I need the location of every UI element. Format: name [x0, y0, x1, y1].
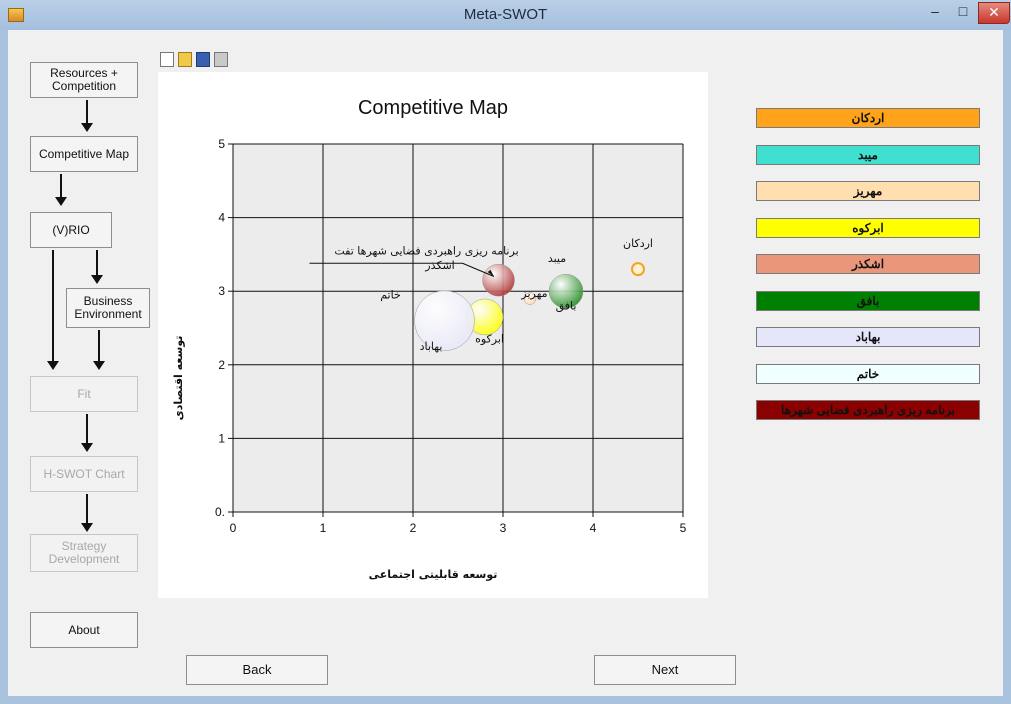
y-tick-label: 1 — [218, 431, 225, 445]
data-point[interactable] — [631, 262, 645, 277]
chart-panel: Competitive Map 0 1 2 3 4 5 0. 1 2 3 4 5 اردکان میبد م… — [158, 72, 708, 598]
y-tick-label: 0. — [215, 505, 225, 519]
window-frame-right — [1003, 30, 1011, 704]
legend-item[interactable]: میبد — [756, 144, 980, 165]
legend-item-label: اردکان — [851, 111, 885, 125]
flow-arrow — [81, 414, 93, 452]
callout-leader-line — [462, 262, 495, 277]
vrio-button[interactable]: (V)RIO — [30, 212, 112, 248]
flow-arrow — [81, 100, 93, 132]
data-point[interactable] — [482, 263, 515, 297]
y-tick-label: 2 — [218, 358, 225, 372]
legend-item-label: بهاباد — [855, 330, 881, 344]
resources-competition-button[interactable]: Resources + Competition — [30, 62, 138, 98]
data-point-label: خاتم — [380, 289, 401, 302]
toolbar — [160, 52, 228, 70]
open-folder-icon[interactable] — [178, 52, 192, 67]
data-point-label: بافق — [556, 300, 577, 314]
back-button[interactable]: Back — [186, 655, 328, 685]
legend-item[interactable]: ابرکوه — [756, 217, 980, 238]
maximize-button[interactable]: □ — [958, 3, 968, 19]
about-button[interactable]: About — [30, 612, 138, 648]
chart-title: Competitive Map — [358, 97, 508, 119]
data-point[interactable] — [548, 273, 584, 309]
x-tick-label: 2 — [410, 521, 417, 535]
flow-arrow — [47, 250, 59, 370]
y-tick-label: 3 — [218, 284, 225, 298]
business-environment-button[interactable]: Business Environment — [66, 288, 150, 328]
legend-item[interactable]: اشکذر — [756, 254, 980, 274]
legend-item-label: برنامه ریزی راهبردی فضایی شهرها — [780, 403, 956, 417]
data-point-label: مهریز — [520, 287, 547, 300]
print-icon[interactable] — [214, 52, 228, 67]
minimize-button[interactable]: – — [931, 3, 939, 19]
legend-item-label: بافق — [856, 293, 880, 308]
flow-arrow — [91, 250, 103, 284]
y-axis-label: توسعه اقتصادی — [172, 336, 185, 421]
x-tick-label: 4 — [590, 521, 597, 535]
x-tick-label: 5 — [680, 521, 687, 535]
legend-item[interactable]: بافق — [756, 290, 980, 311]
data-point-label: اشکذر — [424, 259, 454, 272]
legend-item-label: مهریز — [853, 184, 883, 198]
x-tick-label: 1 — [320, 521, 327, 535]
x-tick-label: 0 — [230, 521, 237, 535]
data-point-label: اردکان — [623, 237, 653, 250]
window-frame-left — [0, 30, 8, 704]
y-tick-label: 4 — [218, 211, 225, 225]
legend-item[interactable]: مهریز — [756, 181, 980, 201]
new-file-icon[interactable] — [160, 52, 174, 67]
data-point[interactable] — [414, 290, 475, 351]
callout-arrowhead — [487, 269, 494, 277]
legend-item[interactable]: اردکان — [756, 108, 980, 128]
next-button[interactable]: Next — [594, 655, 736, 685]
legend-item-label: اشکذر — [851, 257, 885, 271]
fit-button[interactable]: Fit — [30, 376, 138, 412]
legend-item[interactable]: برنامه ریزی راهبردی فضایی شهرها — [756, 400, 980, 420]
legend-item[interactable]: خاتم — [756, 363, 980, 384]
flow-arrow — [55, 174, 67, 206]
x-tick-label: 3 — [500, 521, 507, 535]
title-bar[interactable]: Meta-SWOT – □ ✕ — [0, 0, 1011, 30]
data-point[interactable] — [523, 292, 537, 305]
competitive-map-chart: Competitive Map 0 1 2 3 4 5 0. 1 2 3 4 5 اردکان میبد م… — [172, 97, 687, 581]
window-frame-bottom — [0, 696, 1011, 704]
app-icon[interactable] — [8, 8, 24, 22]
strategy-development-button[interactable]: Strategy Development — [30, 534, 138, 572]
flow-arrow — [93, 330, 105, 370]
legend-item-label: خاتم — [856, 366, 880, 381]
close-button[interactable]: ✕ — [978, 2, 1010, 24]
h-swot-chart-button[interactable]: H-SWOT Chart — [30, 456, 138, 492]
window-title: Meta-SWOT — [463, 6, 548, 23]
flow-arrow — [81, 494, 93, 532]
y-tick-label: 5 — [218, 137, 225, 151]
data-point-label: بهاباد — [420, 340, 443, 353]
legend-item[interactable]: بهاباد — [756, 327, 980, 347]
competitive-map-button[interactable]: Competitive Map — [30, 136, 138, 172]
data-point-label: ابرکوه — [475, 333, 504, 346]
data-point-label: برنامه ریزی راهبردی فضایی شهرها تفت — [334, 244, 518, 257]
x-axis-label: توسعه قابلیتی اجتماعی — [369, 568, 498, 581]
save-icon[interactable] — [196, 52, 210, 67]
legend-item-label: میبد — [858, 147, 878, 162]
legend-item-label: ابرکوه — [852, 220, 884, 235]
data-point-label: میبد — [548, 252, 566, 265]
